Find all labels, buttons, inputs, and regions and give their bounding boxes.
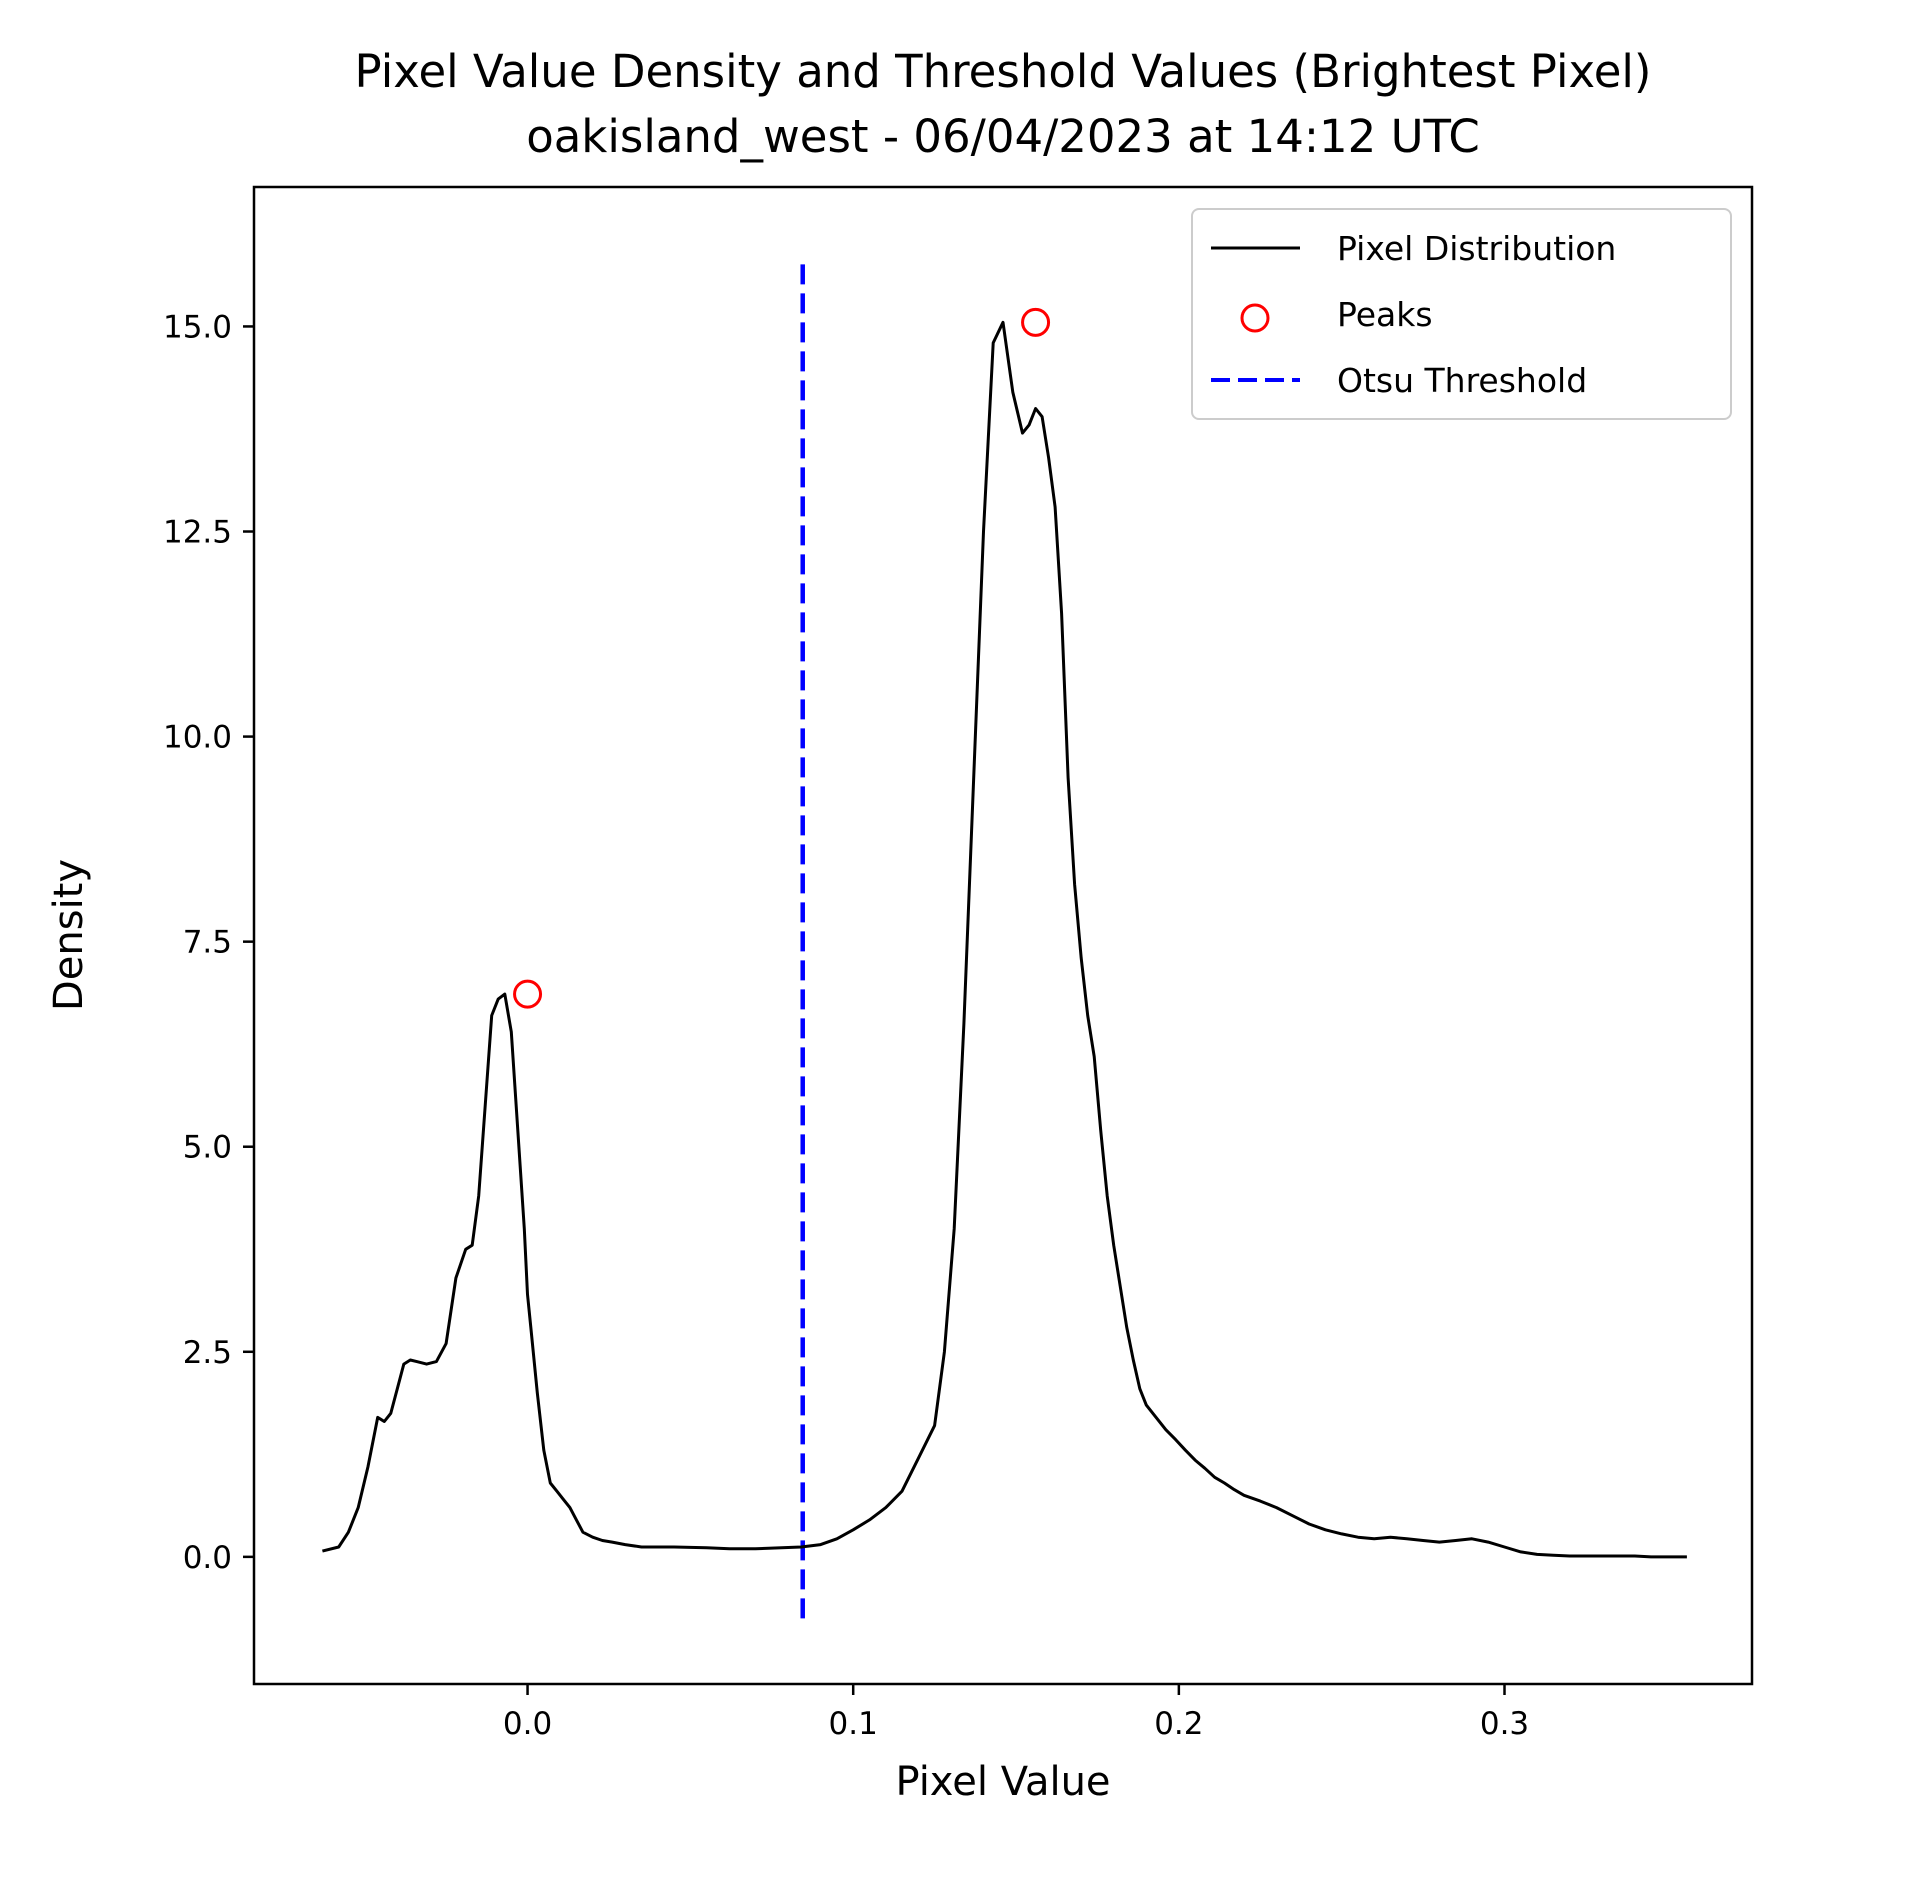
plot-area: [322, 260, 1687, 1619]
legend-box: [1191, 208, 1732, 420]
legend-label-pixel-distribution: Pixel Distribution: [1337, 229, 1616, 268]
y-tick-label: 15.0: [163, 309, 232, 345]
peak-marker: [1021, 307, 1051, 337]
y-tick-label: 5.0: [183, 1130, 232, 1166]
legend: Pixel Distribution Peaks Otsu Threshold: [1191, 208, 1732, 420]
pixel-distribution-line: [322, 320, 1687, 1559]
chart-subtitle: oakisland_west - 06/04/2023 at 14:12 UTC: [526, 110, 1480, 163]
x-tick-label: 0.1: [829, 1706, 878, 1742]
x-tick-label: 0.0: [503, 1706, 552, 1742]
y-tick-label: 0.0: [183, 1540, 232, 1576]
y-tick-label: 10.0: [163, 720, 232, 756]
y-tick-label: 7.5: [183, 925, 232, 961]
peak-marker: [513, 979, 543, 1009]
legend-label-otsu-threshold: Otsu Threshold: [1337, 361, 1587, 400]
x-tick-label: 0.2: [1154, 1706, 1203, 1742]
y-axis: 0.0 2.5 5.0 7.5 10.0 12.5 15.0: [163, 309, 254, 1576]
peaks-layer: [513, 307, 1051, 1009]
x-axis-label: Pixel Value: [895, 1759, 1110, 1805]
plot-frame: [252, 185, 1754, 1686]
y-tick-label: 12.5: [163, 515, 232, 551]
y-tick-label: 2.5: [183, 1335, 232, 1371]
curve-layer: [322, 320, 1687, 1559]
legend-label-peaks: Peaks: [1337, 295, 1433, 334]
chart-title: Pixel Value Density and Threshold Values…: [355, 45, 1652, 98]
y-axis-label: Density: [46, 859, 92, 1011]
x-axis: 0.0 0.1 0.2 0.3: [503, 1684, 1529, 1742]
legend-peak-marker: [1240, 303, 1270, 333]
x-tick-label: 0.3: [1480, 1706, 1529, 1742]
